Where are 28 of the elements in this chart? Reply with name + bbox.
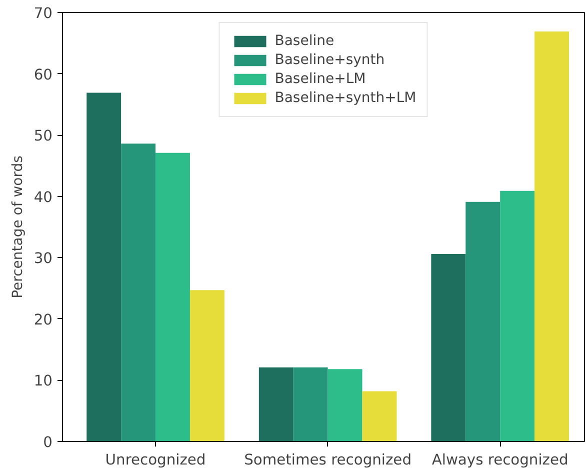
bar bbox=[190, 290, 224, 442]
y-tick-label: 50 bbox=[34, 128, 53, 145]
bar bbox=[431, 254, 466, 442]
bar bbox=[362, 391, 397, 442]
bar bbox=[156, 152, 190, 442]
bar bbox=[466, 202, 500, 442]
y-tick-label: 0 bbox=[43, 434, 53, 451]
y-tick-label: 10 bbox=[34, 372, 53, 390]
legend-label: Baseline+synth bbox=[274, 52, 385, 68]
y-tick-label: 30 bbox=[34, 250, 53, 268]
bar bbox=[293, 367, 328, 442]
y-tick-label: 60 bbox=[34, 66, 53, 84]
bar bbox=[328, 369, 362, 442]
bar bbox=[86, 92, 122, 442]
legend-label: Baseline bbox=[274, 33, 334, 49]
x-tick-label: Always recognized bbox=[432, 452, 568, 468]
y-tick-label: 70 bbox=[34, 5, 53, 22]
bar bbox=[258, 367, 294, 442]
legend-label: Baseline+LM bbox=[274, 71, 366, 87]
x-tick-label: Unrecognized bbox=[105, 452, 206, 468]
y-tick-label: 20 bbox=[34, 311, 53, 328]
x-tick-label: Sometimes recognized bbox=[244, 452, 412, 468]
legend-label: Baseline+synth+LM bbox=[274, 90, 416, 106]
bar bbox=[121, 144, 156, 442]
y-tick-label: 40 bbox=[34, 188, 53, 206]
bar bbox=[500, 190, 535, 442]
bar bbox=[534, 32, 569, 442]
y-axis-title: Percentage of words bbox=[10, 156, 26, 298]
